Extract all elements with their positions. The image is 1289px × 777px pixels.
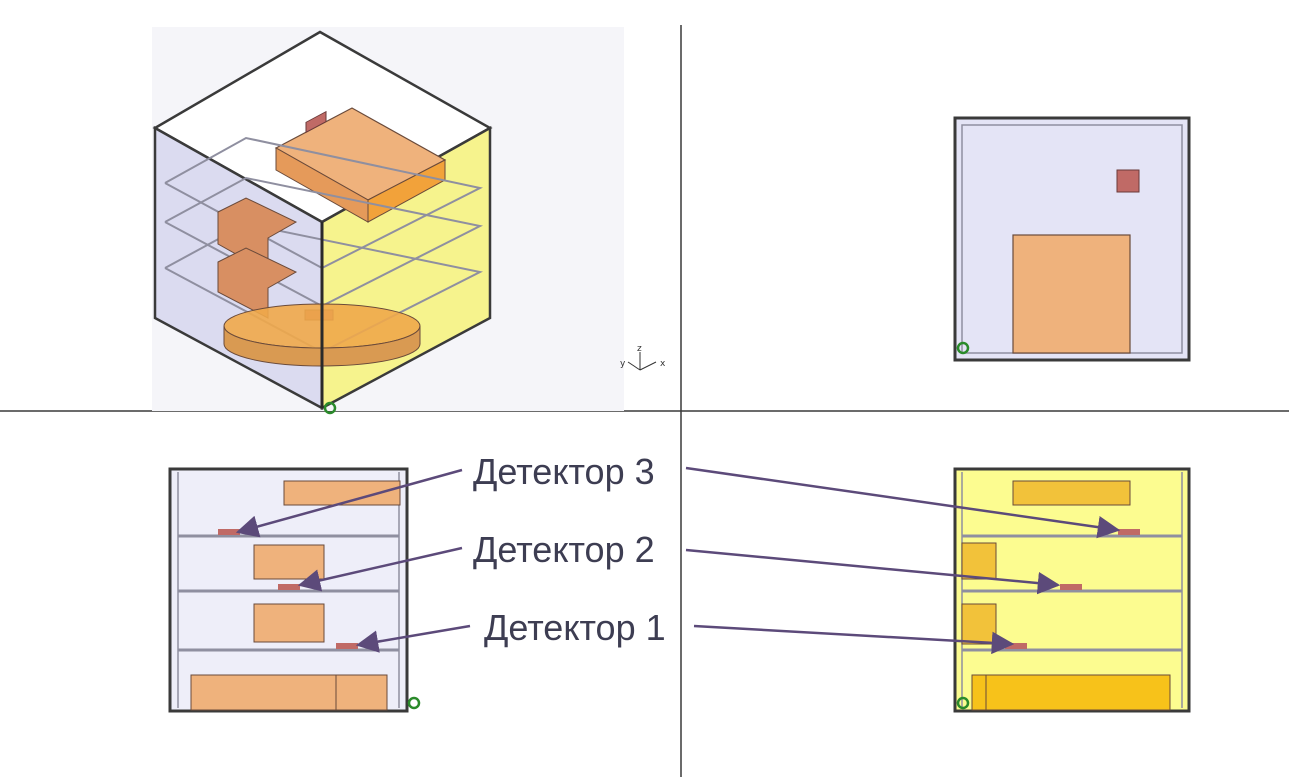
front-bottom-component: [190, 674, 388, 711]
axis-x-label: x: [660, 359, 666, 369]
iso-detector-top: [305, 110, 327, 134]
front-low-component: [253, 603, 325, 643]
origin-marker-icon: [956, 341, 970, 355]
iso-shelf-3: [164, 136, 483, 270]
arrow-detector2-front: [297, 546, 463, 592]
front-detector-1: [336, 643, 358, 649]
axis-y-label: y: [620, 359, 626, 369]
top-view: [953, 116, 1191, 362]
arrow-detector1-side: [693, 624, 1015, 655]
arrow-detector3-side: [685, 466, 1121, 539]
side-detector-1: [1005, 643, 1027, 649]
label-detector-3: Детектор 3: [473, 451, 655, 492]
arrow-detector3-front: [235, 468, 463, 538]
isometric-view: y z x: [152, 27, 666, 415]
label-detector-1: Детектор 1: [484, 607, 666, 648]
label-detector-2: Детектор 2: [473, 529, 655, 570]
iso-cylinder-body: [223, 325, 421, 367]
side-bottom-component: [971, 674, 1171, 711]
axis-z-label: z: [637, 344, 642, 354]
side-view: [953, 467, 1191, 713]
origin-marker-icon: [956, 696, 970, 710]
iso-low-component: [217, 247, 298, 319]
side-detector-2: [1060, 584, 1082, 590]
front-view: [168, 467, 421, 713]
top-view-component: [1012, 234, 1131, 354]
side-mid-component: [961, 542, 997, 580]
axis-triad-icon: y z x: [620, 344, 666, 371]
arrow-detector2-side: [685, 548, 1061, 595]
origin-marker-icon: [323, 401, 337, 415]
top-view-detector: [1116, 169, 1140, 193]
side-low-component: [961, 603, 997, 645]
origin-marker-icon: [407, 696, 421, 710]
arrow-detector1-front: [355, 624, 471, 653]
side-detector-3: [1118, 529, 1140, 535]
callout-arrows: [235, 466, 1121, 655]
front-detector-3: [218, 529, 240, 535]
side-top-component: [1012, 480, 1131, 506]
front-detector-2: [278, 584, 300, 590]
front-mid-component: [253, 544, 325, 580]
